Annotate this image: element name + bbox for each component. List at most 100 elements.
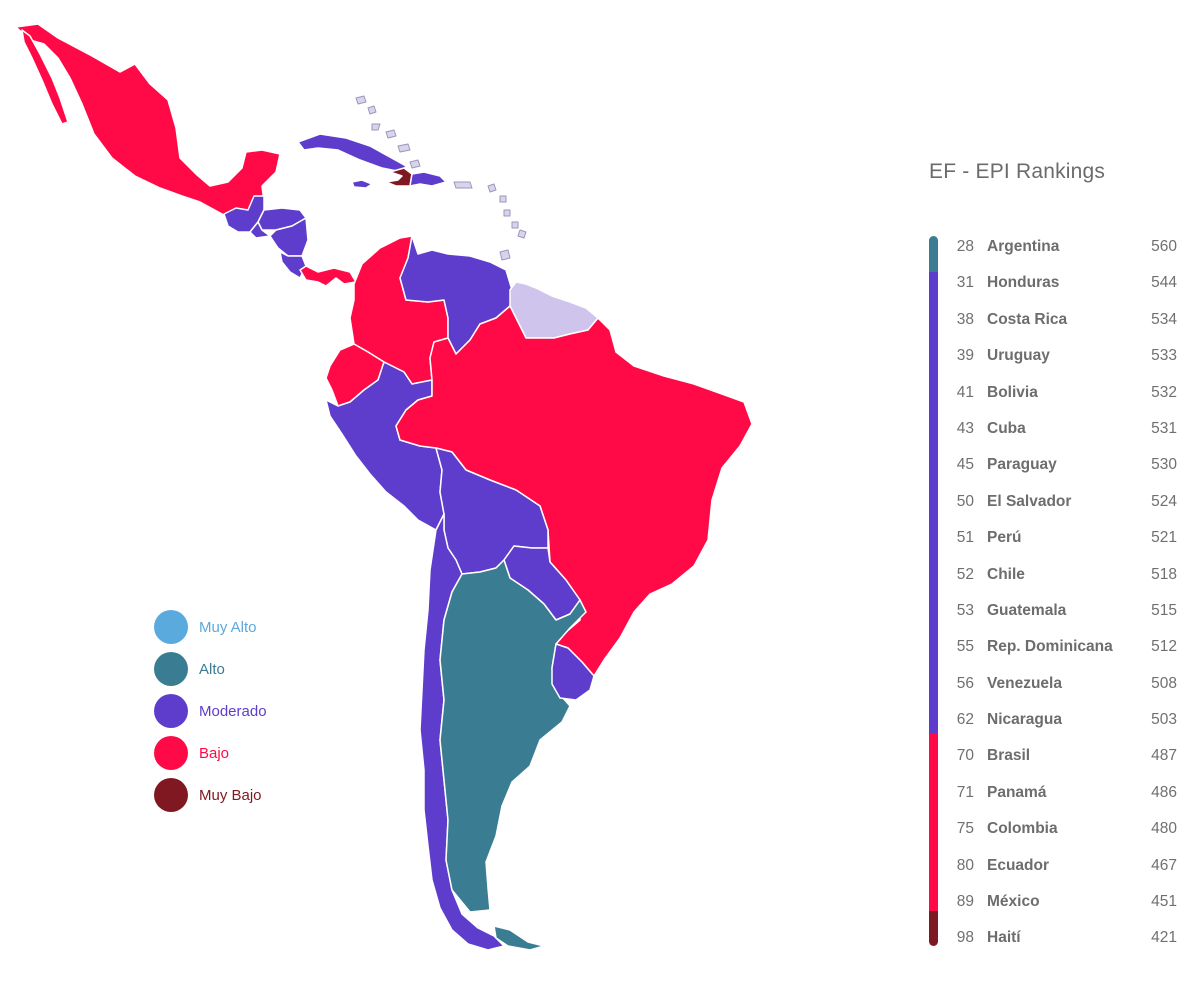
ranking-country: Honduras [987,274,1060,292]
ranking-position: 39 [956,347,974,365]
ranking-position: 53 [956,601,974,619]
ranking-row: 62 Nicaragua 503 [945,702,1177,738]
ranking-position: 50 [956,492,974,510]
ranking-score: 524 [1151,492,1177,510]
rankings-title: EF - EPI Rankings [929,160,1106,183]
ranking-row: 56 Venezuela 508 [945,666,1177,702]
ranking-score: 421 [1151,929,1177,947]
legend-label: Moderado [199,703,267,720]
ranking-row: 28 Argentina 560 [945,229,1177,265]
ranking-position: 38 [956,310,974,328]
ranking-score: 487 [1151,747,1177,765]
legend-label: Bajo [199,745,230,762]
rankings-bar-segment-muy-bajo [929,910,938,946]
region-panama[interactable] [299,265,357,287]
ranking-position: 62 [956,711,974,729]
ranking-country: México [987,893,1040,911]
ranking-position: 56 [956,674,974,692]
region-cuba[interactable] [297,133,407,173]
rankings-bar-segment-alto [929,236,938,272]
ranking-country: Cuba [987,419,1026,437]
ranking-row: 39 Uruguay 533 [945,338,1177,374]
ranking-position: 52 [956,565,974,583]
ranking-country: Ecuador [987,856,1050,874]
ranking-position: 28 [956,238,974,255]
ranking-position: 80 [956,856,974,874]
ranking-country: Rep. Dominicana [987,638,1113,656]
ranking-row: 45 Paraguay 530 [945,447,1177,483]
region-tierra-del-fuego[interactable] [493,925,545,951]
ranking-score: 533 [1151,347,1177,365]
ranking-row: 50 El Salvador 524 [945,484,1177,520]
region-uruguay[interactable] [551,643,595,701]
ranking-country: Panamá [987,783,1047,801]
ranking-row: 55 Rep. Dominicana 512 [945,629,1177,665]
ranking-score: 560 [1151,238,1177,255]
legend-label: Alto [199,661,225,678]
ranking-position: 98 [956,929,974,947]
ranking-score: 530 [1151,456,1177,474]
ranking-score: 531 [1151,419,1177,437]
legend-swatch [154,736,188,770]
rankings-color-bar [929,236,938,946]
ranking-country: Perú [987,529,1022,547]
region-puerto-rico[interactable] [453,181,473,189]
region-baja-california[interactable] [21,29,69,125]
ranking-score: 521 [1151,529,1177,547]
ranking-score: 515 [1151,601,1177,619]
ranking-row: 75 Colombia 480 [945,811,1177,847]
region-guianas[interactable] [509,281,599,339]
ranking-country: Paraguay [987,456,1057,474]
ranking-row: 31 Honduras 544 [945,265,1177,301]
ranking-country: Bolivia [987,383,1038,401]
ranking-row: 52 Chile 518 [945,557,1177,593]
ranking-score: 486 [1151,783,1177,801]
legend-item-moderado: Moderado [154,694,374,736]
ranking-country: Nicaragua [987,711,1062,729]
legend-item-muy-bajo: Muy Bajo [154,778,374,820]
legend-item-alto: Alto [154,652,374,694]
ranking-score: 518 [1151,565,1177,583]
rankings-list: 28 Argentina 560 31 Honduras 544 38 Costa Rica 5… [945,229,1177,957]
ranking-position: 51 [956,529,974,547]
map-legend: Muy Alto Alto Moderado Bajo Muy Bajo [154,610,374,820]
ranking-country: El Salvador [987,492,1072,510]
region-nicaragua[interactable] [269,217,309,257]
region-brazil[interactable] [395,305,753,677]
ranking-row: 80 Ecuador 467 [945,848,1177,884]
ranking-country: Costa Rica [987,310,1068,328]
region-mexico[interactable] [15,23,281,223]
ranking-score: 512 [1151,638,1177,656]
ranking-position: 31 [956,274,974,292]
ranking-position: 89 [956,893,974,911]
ranking-row: 51 Perú 521 [945,520,1177,556]
ranking-row: 53 Guatemala 515 [945,593,1177,629]
ranking-position: 55 [956,638,974,656]
legend-swatch [154,778,188,812]
legend-item-muy-alto: Muy Alto [154,610,374,652]
region-argentina[interactable] [439,559,587,913]
region-el-salvador[interactable] [249,221,271,239]
ranking-row: 38 Costa Rica 534 [945,302,1177,338]
ranking-position: 45 [956,456,974,474]
ranking-country: Chile [987,565,1025,583]
ranking-score: 451 [1151,893,1177,911]
ranking-country: Guatemala [987,601,1067,619]
ranking-country: Haití [987,929,1021,947]
ranking-score: 544 [1151,274,1177,292]
rankings-bar-segment-moderado [929,271,938,733]
ranking-score: 508 [1151,674,1177,692]
ranking-row: 89 México 451 [945,884,1177,920]
ranking-score: 532 [1151,383,1177,401]
ranking-position: 70 [956,747,974,765]
ranking-position: 75 [956,820,974,838]
ranking-row: 43 Cuba 531 [945,411,1177,447]
legend-swatch [154,610,188,644]
region-jamaica[interactable] [351,179,373,189]
ranking-country: Venezuela [987,674,1062,692]
legend-label: Muy Bajo [199,787,262,804]
rankings-bar-segment-bajo [929,733,938,911]
region-haiti[interactable] [385,167,413,187]
region-dominican-republic[interactable] [409,171,447,187]
legend-item-bajo: Bajo [154,736,374,778]
